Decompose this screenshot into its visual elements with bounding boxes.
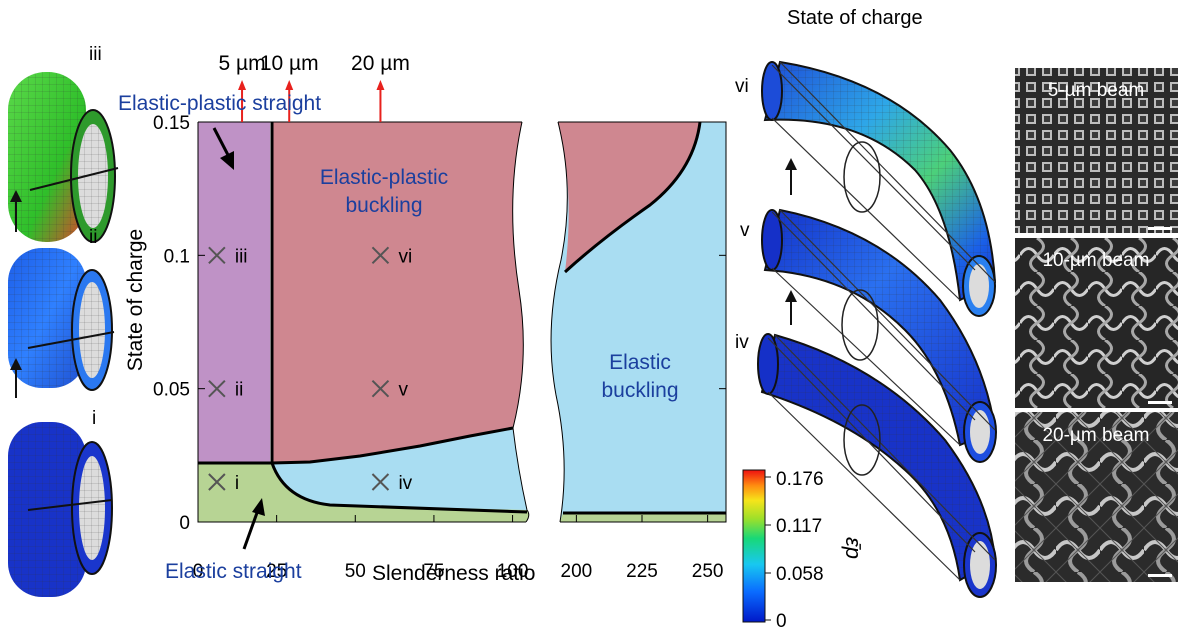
scale-bar-10um xyxy=(1148,401,1172,404)
x-tick-label: 75 xyxy=(423,561,444,582)
colorbar-label: ε̄p xyxy=(841,537,866,559)
beam-up-arrow-2 xyxy=(785,290,797,325)
region-elastic-plastic-buckling-left xyxy=(272,122,524,463)
label-elastic-plastic-buckling-2: buckling xyxy=(345,194,422,217)
label-elastic-straight: Elastic straight xyxy=(165,560,302,583)
y-tick-label: 0.05 xyxy=(153,380,190,401)
beam-v xyxy=(761,208,997,463)
top-marker-0: 5 µm xyxy=(218,52,266,122)
top-marker-label: 5 µm xyxy=(218,52,265,75)
cylinder-label-ii: ii xyxy=(89,227,97,248)
data-point-v: v xyxy=(371,379,408,401)
region-elastic-straight-left xyxy=(198,463,529,522)
cylinder-iii xyxy=(8,72,119,243)
x-axis-label: Slenderness ratio xyxy=(372,562,535,585)
top-marker-label: 20 µm xyxy=(351,52,410,75)
beam-panel-title: State of charge xyxy=(787,7,923,29)
beam-vi xyxy=(761,60,997,317)
arrow-elastic-straight xyxy=(242,498,265,550)
sem-image-20um: 20-µm beam xyxy=(1015,412,1178,582)
x-marker xyxy=(371,473,390,491)
sem-image-5um: 5-µm beam xyxy=(1015,68,1178,233)
point-label: iv xyxy=(398,473,412,494)
point-label: iii xyxy=(235,246,248,267)
x-marker xyxy=(208,379,226,398)
colorbar-tick-3: 0 xyxy=(776,611,787,632)
y-tick-label: 0.15 xyxy=(153,113,190,134)
top-marker-2: 20 µm xyxy=(351,52,410,122)
left-up-arrow-1 xyxy=(10,190,22,232)
x-marker xyxy=(208,473,226,491)
top-marker-1: 10 µm xyxy=(260,52,319,122)
top-marker-label: 10 µm xyxy=(260,52,319,75)
beam-iv xyxy=(757,333,997,598)
data-point-vi: vi xyxy=(371,246,412,267)
point-label: vi xyxy=(398,246,412,267)
data-point-iv: iv xyxy=(371,473,413,494)
left-up-arrow-2 xyxy=(10,358,22,398)
y-tick-label: 0 xyxy=(179,513,190,534)
x-tick-label: 100 xyxy=(497,561,529,582)
x-tick-label: 225 xyxy=(626,561,658,582)
scale-bar-5um xyxy=(1148,227,1172,230)
sem-label-5um: 5-µm beam xyxy=(1048,80,1144,101)
cylinder-ii xyxy=(8,248,115,391)
cylinder-label-i: i xyxy=(92,408,96,429)
label-elastic-buckling-1: Elastic xyxy=(609,351,671,374)
beam-label-iv: iv xyxy=(735,332,749,353)
beam-up-arrow-1 xyxy=(785,158,797,195)
sem-images: 5-µm beam 10-µm beam 20-µm beam xyxy=(1015,68,1178,582)
x-tick-label: 250 xyxy=(692,561,724,582)
sem-label-20um: 20-µm beam xyxy=(1042,425,1149,446)
x-tick-label: 0 xyxy=(193,561,204,582)
region-elastic-buckling-left xyxy=(272,428,527,510)
colorbar-gradient xyxy=(742,469,766,623)
axis-ticks: 0 25 50 75 100 200 225 250 0 0.05 0.1 0.15 xyxy=(153,113,726,582)
x-marker xyxy=(371,246,390,265)
beam-label-vi: vi xyxy=(735,76,749,97)
label-elastic-buckling-2: buckling xyxy=(601,379,678,402)
cylinder-i xyxy=(8,422,113,597)
colorbar-tick-2: 0.058 xyxy=(776,564,824,585)
scale-bar-20um xyxy=(1148,574,1172,577)
data-point-i: i xyxy=(208,473,239,494)
sem-image-10um: 10-µm beam xyxy=(1015,238,1178,408)
x-marker xyxy=(371,379,390,398)
left-cylinder-panel: iii ii i xyxy=(8,44,119,597)
point-label: i xyxy=(235,473,239,494)
x-tick-label: 200 xyxy=(561,561,593,582)
region-elastic-plastic-straight xyxy=(198,122,270,463)
colorbar-tick-1: 0.117 xyxy=(776,516,822,537)
colorbar: 0.176 0.117 0.058 0 ε̄p xyxy=(742,469,866,632)
data-point-ii: ii xyxy=(208,379,243,401)
sem-label-10um: 10-µm beam xyxy=(1042,250,1149,271)
region-elastic-straight-right xyxy=(560,513,726,522)
colorbar-tick-0: 0.176 xyxy=(776,469,824,490)
point-label: v xyxy=(398,380,408,401)
point-label: ii xyxy=(235,380,243,401)
y-axis-label: State of charge xyxy=(124,229,147,371)
arrow-elastic-plastic-straight xyxy=(212,127,234,170)
label-elastic-plastic-straight: Elastic-plastic straight xyxy=(118,92,321,115)
region-elastic-plastic-buckling-right xyxy=(558,122,700,272)
cylinder-label-iii: iii xyxy=(89,44,102,65)
beam-label-v: v xyxy=(740,220,750,241)
x-tick-label: 25 xyxy=(266,561,287,582)
x-tick-label: 50 xyxy=(345,561,366,582)
x-marker xyxy=(208,246,226,265)
data-point-iii: iii xyxy=(208,246,248,267)
y-tick-label: 0.1 xyxy=(164,246,190,267)
beam-panel: State of charge xyxy=(735,7,997,598)
label-elastic-plastic-buckling-1: Elastic-plastic xyxy=(320,166,448,189)
